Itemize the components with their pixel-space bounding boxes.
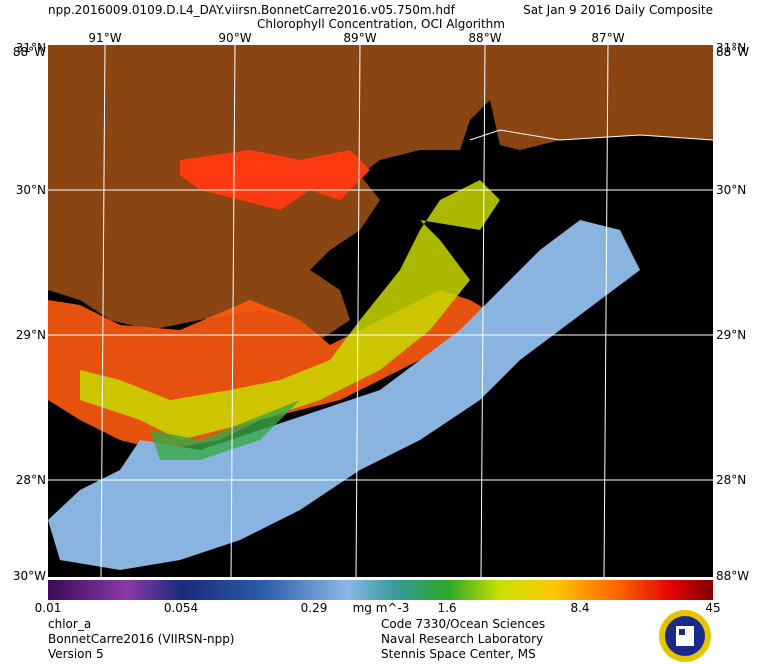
lat-label: 30°N [16,183,46,197]
map [48,44,714,578]
lake [180,150,370,210]
colorbar-label: 1.6 [437,601,456,615]
footer-right: Code 7330/Ocean Sciences [381,617,545,631]
plume-mid [80,180,500,440]
colorbar [48,580,713,600]
colorbar-label: 0.054 [164,601,198,615]
meridian [230,44,236,578]
filename: npp.2016009.0109.D.L4_DAY.viirsn.BonnetC… [48,3,456,17]
meridian [603,44,609,578]
coastline [469,129,714,141]
lat-label: 31°N [16,41,46,55]
date: Sat Jan 9 2016 Daily Composite [523,3,713,17]
footer-right: Stennis Space Center, MS [381,647,536,661]
footer-left: chlor_a [48,617,91,631]
footer-left: Version 5 [48,647,104,661]
colorbar-label: 0.29 [301,601,328,615]
lon-label: 89°W [343,31,376,45]
logo [659,610,711,662]
corner-label: 88°W [716,569,749,583]
corner-label: 88°W [716,45,749,59]
meridian [480,44,486,578]
corner-label: 30°W [13,569,46,583]
lon-label: 88°W [468,31,501,45]
plume-low [48,220,640,570]
colorbar-units: mg m^-3 [353,601,410,615]
lon-label: 91°W [88,31,121,45]
lat-label: 28°N [16,473,46,487]
meridian [355,44,361,578]
lat-label: 31°N [716,41,746,55]
colorbar-label: 8.4 [570,601,589,615]
plume-green [150,400,300,460]
lat-label: 29°N [16,328,46,342]
footer-right: Naval Research Laboratory [381,632,543,646]
meridian [100,44,106,578]
subtitle: Chlorophyll Concentration, OCI Algorithm [257,17,505,31]
corner-label: 88°W [13,45,46,59]
lon-label: 90°W [218,31,251,45]
colorbar-label: 0.01 [35,601,62,615]
lon-label: 87°W [591,31,624,45]
lat-label: 29°N [716,328,746,342]
colorbar-label: 45 [705,601,720,615]
footer-left: BonnetCarre2016 (VIIRSN-npp) [48,632,235,646]
land [48,45,713,340]
graticule [48,44,713,578]
lat-label: 30°N [716,183,746,197]
lat-label: 28°N [716,473,746,487]
